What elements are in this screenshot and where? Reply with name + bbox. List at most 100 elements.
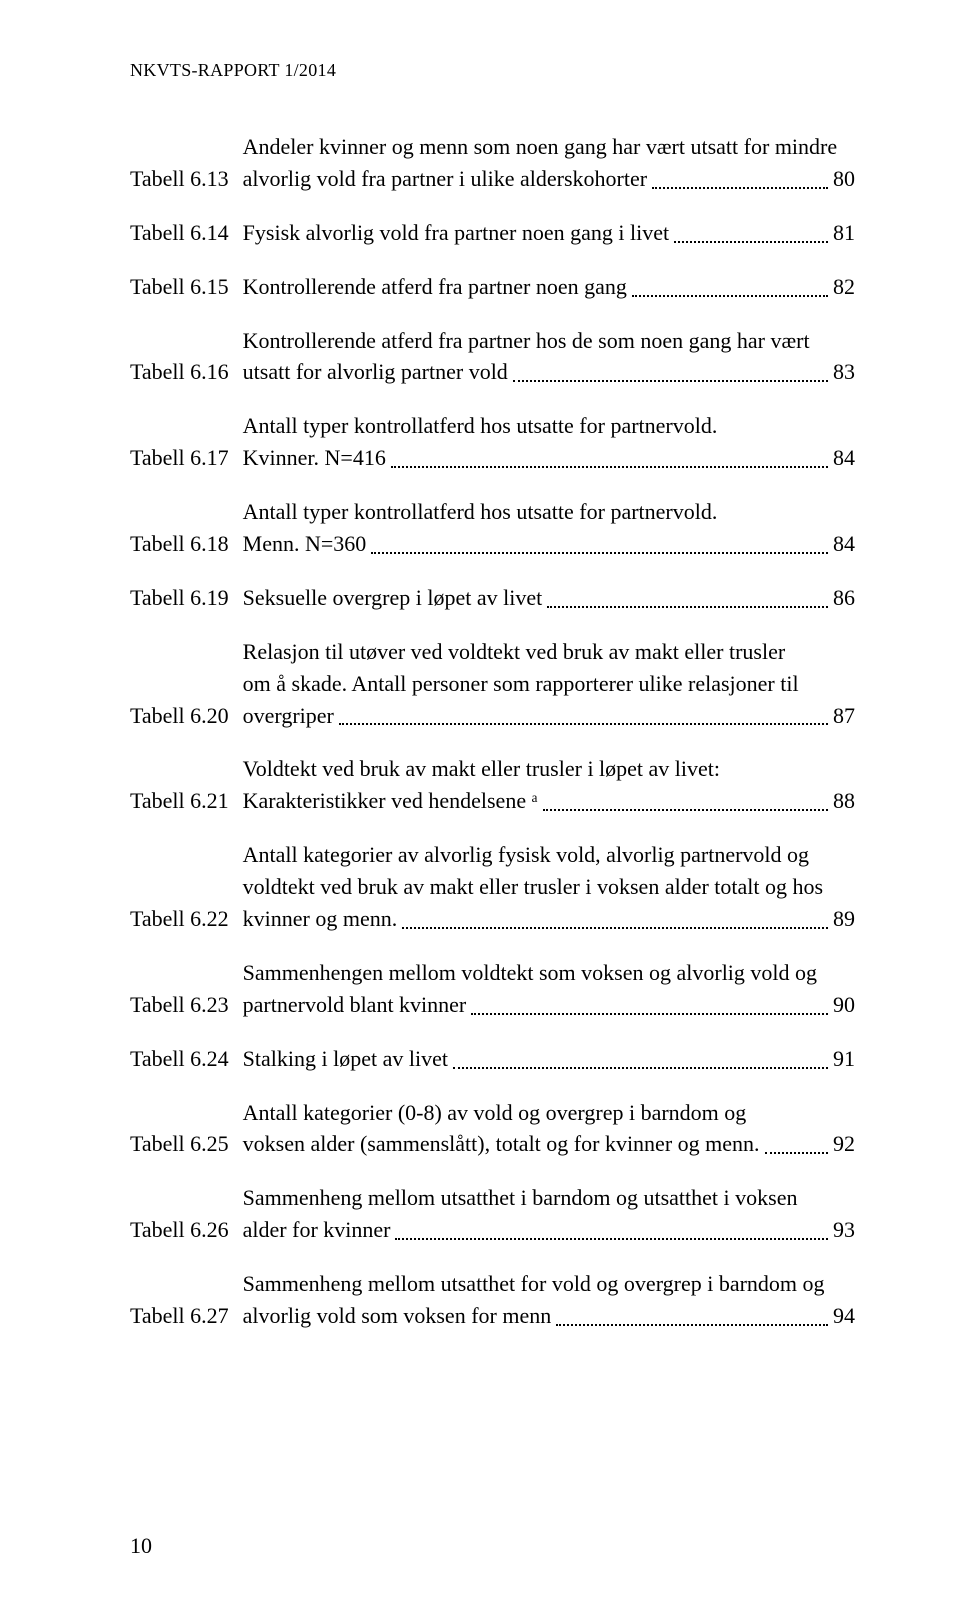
toc-label: Tabell 6.20 [130,700,229,732]
toc-dots [339,723,828,725]
toc-text-line: Antall kategorier av alvorlig fysisk vol… [243,839,855,871]
toc-last-line: alvorlig vold fra partner i ulike alders… [243,163,855,195]
toc-text-wrapper: Antall kategorier av alvorlig fysisk vol… [243,839,855,935]
toc-text-wrapper: Antall kategorier (0-8) av vold og overg… [243,1097,855,1161]
toc-last-text: Stalking i løpet av livet [243,1043,448,1075]
toc-dots [547,606,828,608]
toc-text-wrapper: Fysisk alvorlig vold fra partner noen ga… [243,217,855,249]
toc-text-line: voldtekt ved bruk av makt eller trusler … [243,871,855,903]
toc-text-line: Voldtekt ved bruk av makt eller trusler … [243,753,855,785]
toc-page-number: 94 [833,1300,855,1332]
toc-dots [453,1067,828,1069]
toc-dots [674,241,828,243]
toc-entry: Tabell 6.16 Kontrollerende atferd fra par… [130,325,855,389]
toc-text-line: om å skade. Antall personer som rapporte… [243,668,855,700]
toc-text-wrapper: Sammenhengen mellom voldtekt som voksen … [243,957,855,1021]
toc-dots [471,1013,828,1015]
toc-label: Tabell 6.27 [130,1300,229,1332]
toc-entry: Tabell 6.19 Seksuelle overgrep i løpet av… [130,582,855,614]
toc-page-number: 91 [833,1043,855,1075]
toc-page-number: 81 [833,217,855,249]
toc-last-text: partnervold blant kvinner [243,989,467,1021]
toc-text-line: Sammenheng mellom utsatthet i barndom og… [243,1182,855,1214]
toc-entry: Tabell 6.17 Antall typer kontrollatferd h… [130,410,855,474]
toc-entry: Tabell 6.20 Relasjon til utøver ved voldt… [130,636,855,732]
toc-entry: Tabell 6.21 Voldtekt ved bruk av makt ell… [130,753,855,817]
toc-label: Tabell 6.23 [130,989,229,1021]
toc-label: Tabell 6.22 [130,903,229,935]
toc-last-line: voksen alder (sammenslått), totalt og fo… [243,1128,855,1160]
toc-label: Tabell 6.21 [130,785,229,817]
toc-last-line: kvinner og menn. 89 [243,903,855,935]
toc-label: Tabell 6.15 [130,271,229,303]
toc-text-line: Sammenhengen mellom voldtekt som voksen … [243,957,855,989]
toc-page-number: 86 [833,582,855,614]
toc-text-line: Kontrollerende atferd fra partner hos de… [243,325,855,357]
table-of-contents: Tabell 6.13 Andeler kvinner og menn som n… [130,131,855,1332]
toc-entry: Tabell 6.22 Antall kategorier av alvorlig… [130,839,855,935]
toc-entry: Tabell 6.14 Fysisk alvorlig vold fra part… [130,217,855,249]
toc-last-line: partnervold blant kvinner 90 [243,989,855,1021]
toc-label: Tabell 6.16 [130,356,229,388]
toc-page-number: 92 [833,1128,855,1160]
toc-label: Tabell 6.13 [130,163,229,195]
toc-text-wrapper: Kontrollerende atferd fra partner noen g… [243,271,855,303]
toc-dots [402,927,828,929]
toc-entry: Tabell 6.24 Stalking i løpet av livet 91 [130,1043,855,1075]
toc-last-text: voksen alder (sammenslått), totalt og fo… [243,1128,760,1160]
toc-last-line: Kvinner. N=416 84 [243,442,855,474]
toc-text-wrapper: Sammenheng mellom utsatthet for vold og … [243,1268,855,1332]
toc-dots [543,809,828,811]
toc-last-text: Karakteristikker ved hendelsene ᵃ [243,785,538,817]
toc-text-wrapper: Antall typer kontrollatferd hos utsatte … [243,410,855,474]
toc-entry: Tabell 6.23 Sammenhengen mellom voldtekt … [130,957,855,1021]
toc-last-line: Fysisk alvorlig vold fra partner noen ga… [243,217,855,249]
toc-text-wrapper: Stalking i løpet av livet 91 [243,1043,855,1075]
toc-entry: Tabell 6.25 Antall kategorier (0-8) av vo… [130,1097,855,1161]
toc-text-wrapper: Sammenheng mellom utsatthet i barndom og… [243,1182,855,1246]
toc-page-number: 80 [833,163,855,195]
toc-label: Tabell 6.24 [130,1043,229,1075]
toc-text-line: Sammenheng mellom utsatthet for vold og … [243,1268,855,1300]
toc-last-text: Kvinner. N=416 [243,442,386,474]
toc-page-number: 88 [833,785,855,817]
toc-last-text: overgriper [243,700,334,732]
toc-last-text: Menn. N=360 [243,528,367,560]
toc-text-wrapper: Andeler kvinner og menn som noen gang ha… [243,131,855,195]
toc-last-text: alvorlig vold som voksen for menn [243,1300,552,1332]
toc-last-text: utsatt for alvorlig partner vold [243,356,508,388]
toc-dots [391,466,828,468]
toc-page-number: 83 [833,356,855,388]
toc-last-line: utsatt for alvorlig partner vold 83 [243,356,855,388]
toc-label: Tabell 6.25 [130,1128,229,1160]
toc-page-number: 90 [833,989,855,1021]
toc-label: Tabell 6.17 [130,442,229,474]
toc-label: Tabell 6.19 [130,582,229,614]
toc-last-text: Kontrollerende atferd fra partner noen g… [243,271,627,303]
toc-last-text: Seksuelle overgrep i løpet av livet [243,582,543,614]
toc-last-line: Kontrollerende atferd fra partner noen g… [243,271,855,303]
toc-dots [371,552,828,554]
toc-text-line: Andeler kvinner og menn som noen gang ha… [243,131,855,163]
toc-last-text: kvinner og menn. [243,903,398,935]
toc-dots [765,1152,828,1154]
toc-last-text: alder for kvinner [243,1214,391,1246]
toc-label: Tabell 6.26 [130,1214,229,1246]
toc-dots [652,187,828,189]
toc-label: Tabell 6.14 [130,217,229,249]
toc-text-wrapper: Voldtekt ved bruk av makt eller trusler … [243,753,855,817]
toc-last-line: alder for kvinner 93 [243,1214,855,1246]
toc-entry: Tabell 6.18Antall typer kontrollatferd h… [130,496,855,560]
toc-entry: Tabell 6.15 Kontrollerende atferd fra par… [130,271,855,303]
toc-text-wrapper: Seksuelle overgrep i løpet av livet 86 [243,582,855,614]
toc-text-wrapper: Antall typer kontrollatferd hos utsatte … [243,496,855,560]
toc-text-line: Antall typer kontrollatferd hos utsatte … [243,496,855,528]
toc-page-number: 84 [833,442,855,474]
toc-dots [556,1324,828,1326]
toc-entry: Tabell 6.26 Sammenheng mellom utsatthet i… [130,1182,855,1246]
toc-page-number: 84 [833,528,855,560]
toc-last-line: Seksuelle overgrep i løpet av livet 86 [243,582,855,614]
page-number: 10 [130,1533,152,1559]
toc-text-wrapper: Relasjon til utøver ved voldtekt ved bru… [243,636,855,732]
toc-dots [395,1238,828,1240]
